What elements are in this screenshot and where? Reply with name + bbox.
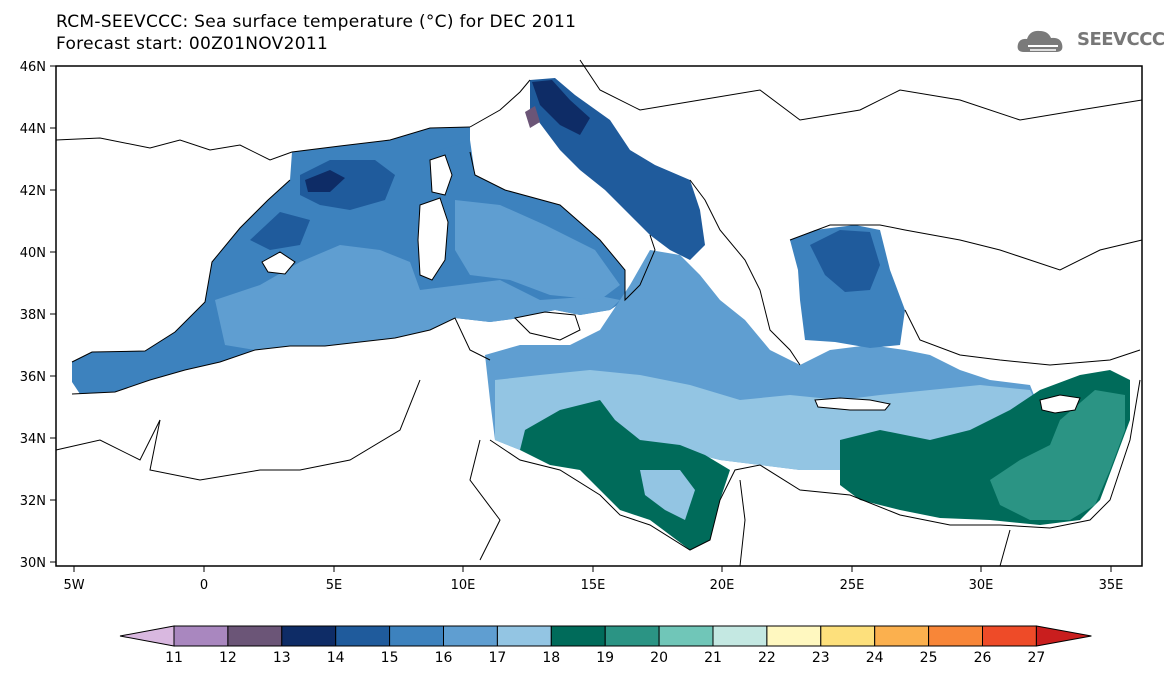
colorbar-tick-label: 14 [326, 650, 345, 666]
map-title: RCM-SEEVCCC: Sea surface temperature (°C… [56, 12, 577, 32]
lat-label-44: 44N [20, 122, 46, 137]
colorbar-tick-label: 13 [272, 650, 291, 666]
colorbar-tick-label: 27 [1027, 650, 1046, 666]
colorbar-swatch [982, 625, 1037, 647]
colorbar-swatch [227, 625, 283, 647]
levantine-20 [990, 390, 1125, 520]
cyprus-land [1039, 394, 1081, 414]
lat-label-38: 38N [20, 308, 46, 323]
colorbar-swatch [496, 625, 552, 647]
forecast-start-subtitle: Forecast start: 00Z01NOV2011 [56, 34, 329, 54]
colorbar-swatch [766, 625, 822, 647]
colorbar-swatch [550, 625, 606, 647]
colorbar-tick-label: 20 [650, 650, 668, 666]
lon-label-0: 0 [200, 578, 208, 593]
balearic-cold [250, 212, 310, 250]
lat-label-30: 30N [20, 556, 46, 571]
north-aegean-cold [810, 230, 880, 292]
colorbar-tick-label: 17 [488, 650, 507, 666]
lat-label-42: 42N [20, 184, 46, 199]
sardinia-land [417, 197, 449, 281]
colorbar-tick-label: 18 [542, 650, 561, 666]
colorbar-tick-label: 25 [919, 650, 938, 666]
colorbar-min-arrow [119, 625, 175, 647]
colorbar-swatch [604, 625, 660, 647]
corsica-land [429, 154, 453, 196]
sicily-land [513, 311, 581, 341]
cloud-logo-icon [1017, 30, 1063, 52]
sidra-gulf-cool [640, 470, 695, 520]
lon-label-35e: 35E [1099, 578, 1124, 593]
lat-label-32: 32N [20, 494, 46, 509]
colorbar-swatch [443, 625, 498, 647]
lon-label-20e: 20E [710, 578, 735, 593]
colorbar-tick-label: 26 [973, 650, 992, 666]
colorbar-swatch [173, 625, 229, 647]
mallorca-land [261, 251, 296, 275]
colorbar-tick-label: 23 [811, 650, 830, 666]
colorbar-swatch [389, 625, 445, 647]
colorbar-tick-label: 21 [704, 650, 722, 666]
west-med-warm-band [215, 245, 620, 350]
gulf-of-lion-core [305, 170, 345, 192]
lon-label-30e: 30E [969, 578, 994, 593]
lon-label-15e: 15E [581, 578, 606, 593]
colorbar-swatch [874, 625, 930, 647]
latitude-axis: 46N 44N 42N 40N 38N 36N 34N 32N 30N [20, 60, 56, 571]
colorbar-tick-label: 12 [218, 650, 237, 666]
adriatic-north-cold [532, 80, 590, 135]
colorbar-max-arrow [1035, 625, 1092, 647]
lon-label-25e: 25E [840, 578, 865, 593]
colorbar-swatch [335, 625, 391, 647]
colorbar-tick-label: 24 [865, 650, 884, 666]
colorbar-tick-label: 22 [757, 650, 776, 666]
colorbar-tick-label: 15 [380, 650, 399, 666]
lon-label-5w: 5W [63, 578, 84, 593]
map-frame [55, 65, 1143, 567]
lat-label-34: 34N [20, 432, 46, 447]
colorbar-swatch [820, 625, 876, 647]
colorbar-tick-label: 19 [596, 650, 615, 666]
colorbar [119, 625, 1092, 647]
colorbar-tick-label: 16 [434, 650, 453, 666]
coastlines [55, 59, 1143, 567]
trieste-coldest [525, 106, 540, 128]
lon-label-10e: 10E [451, 578, 476, 593]
longitude-axis: 5W 0 5E 10E 15E 20E 25E 30E 35E [63, 566, 1123, 593]
colorbar-tick-label: 11 [165, 650, 183, 666]
colorbar-swatch [928, 625, 983, 647]
tyrrhenian-sea [455, 200, 620, 300]
colorbar-swatch [712, 625, 768, 647]
colorbar-swatch [658, 625, 714, 647]
colorbar-swatch [281, 625, 337, 647]
lat-label-46: 46N [20, 60, 46, 75]
lon-label-5e: 5E [326, 578, 343, 593]
lat-label-40: 40N [20, 246, 46, 261]
crete-land [814, 397, 891, 411]
lat-label-36: 36N [20, 370, 46, 385]
logo-text: SEEVCCC [1077, 29, 1165, 50]
